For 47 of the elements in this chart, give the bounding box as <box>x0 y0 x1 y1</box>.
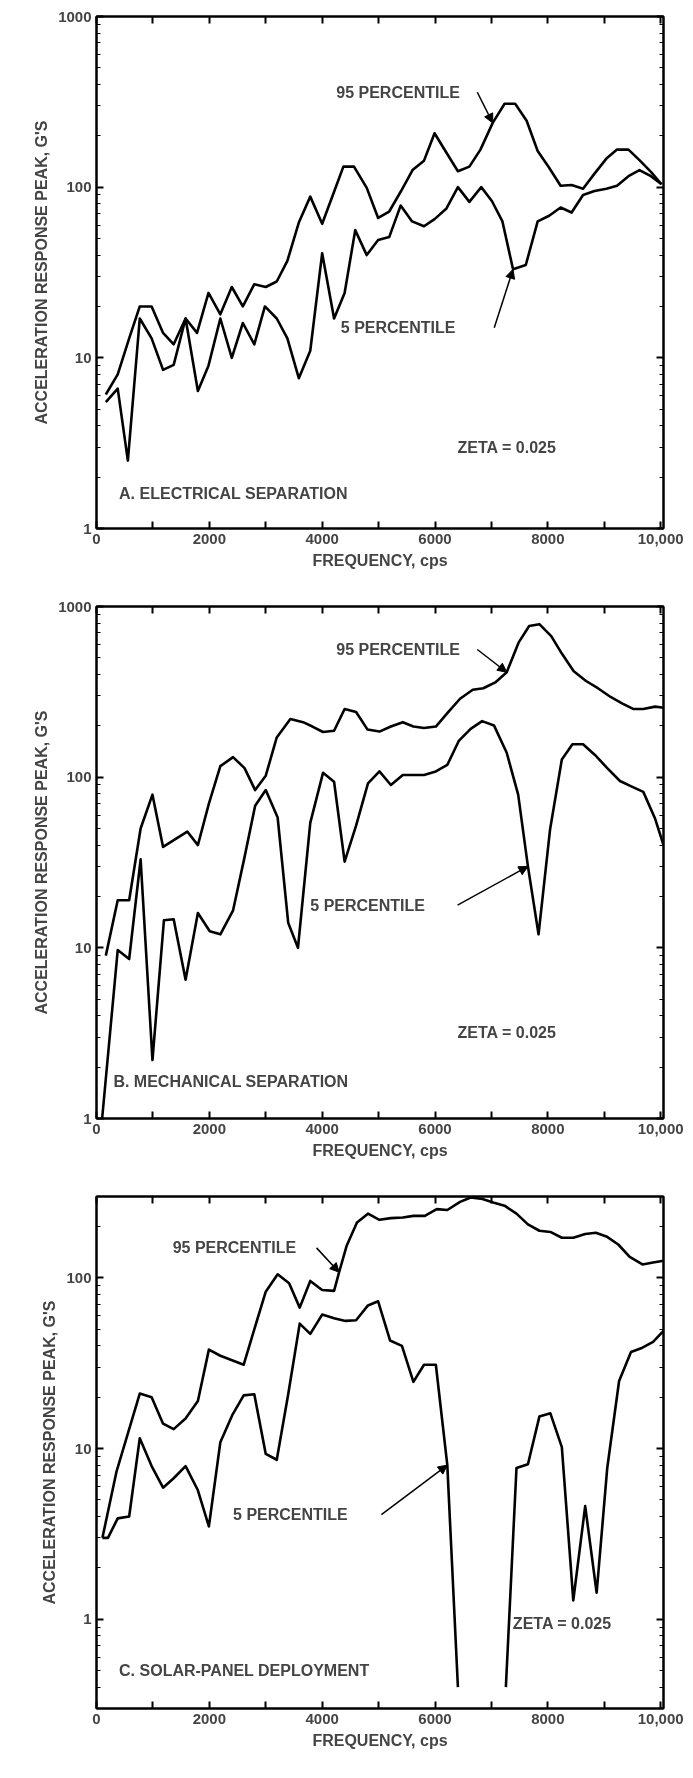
x-tick-label: 4000 <box>305 1119 339 1137</box>
x-tick-label: 0 <box>92 1119 101 1137</box>
x-tick-label: 6000 <box>418 1709 452 1727</box>
x-tick-label: 10,000 <box>637 529 684 547</box>
y-tick-label: 10 <box>74 1439 92 1457</box>
x-tick-label: 8000 <box>531 1119 565 1137</box>
y-tick-label: 100 <box>66 768 92 786</box>
x-tick-label: 6000 <box>418 529 452 547</box>
y-axis-title: ACCELERATION RESPONSE PEAK, G'S <box>41 1300 59 1605</box>
y-tick-label: 1000 <box>58 7 92 25</box>
annotation: ZETA = 0.025 <box>512 1614 612 1632</box>
y-tick-label: 1 <box>83 1610 92 1628</box>
x-tick-label: 2000 <box>192 529 227 547</box>
y-axis-title: ACCELERATION RESPONSE PEAK, G'S <box>33 710 51 1015</box>
series-label: 95 PERCENTILE <box>172 1239 297 1257</box>
x-tick-label: 4000 <box>305 1709 339 1727</box>
y-tick-label: 100 <box>66 1268 92 1286</box>
x-tick-label: 8000 <box>531 529 565 547</box>
series-label: 5 PERCENTILE <box>233 1506 349 1524</box>
series-label: 5 PERCENTILE <box>310 896 426 914</box>
x-tick-label: 4000 <box>305 529 339 547</box>
annotation: ZETA = 0.025 <box>457 1023 556 1041</box>
x-tick-label: 10,000 <box>637 1709 684 1727</box>
series-label: 5 PERCENTILE <box>340 319 456 337</box>
x-tick-label: 2000 <box>192 1709 227 1727</box>
text: 95 PERCENTILE <box>336 83 461 101</box>
x-tick-label: 2000 <box>192 1119 227 1137</box>
y-tick-label: 1 <box>83 1109 92 1127</box>
text: B. MECHANICAL SEPARATION <box>113 1072 349 1090</box>
x-tick-label: 0 <box>92 529 101 547</box>
y-tick-label: 100 <box>66 178 92 196</box>
y-tick-label: 1000 <box>58 597 92 615</box>
y-axis-title: ACCELERATION RESPONSE PEAK, G'S <box>33 120 51 425</box>
text: A. ELECTRICAL SEPARATION <box>119 485 348 503</box>
x-axis-title: FREQUENCY, cps <box>312 1731 448 1749</box>
x-tick-label: 0 <box>92 1709 101 1727</box>
x-tick-label: 8000 <box>531 1709 565 1727</box>
x-axis-title: FREQUENCY, cps <box>312 551 448 569</box>
x-tick-label: 6000 <box>418 1119 452 1137</box>
x-tick-label: 10,000 <box>637 1119 684 1137</box>
x-axis-title: FREQUENCY, cps <box>312 1141 448 1159</box>
annotation: ZETA = 0.025 <box>457 438 556 456</box>
text: 95 PERCENTILE <box>336 640 461 658</box>
y-tick-label: 10 <box>74 938 92 956</box>
text: C. SOLAR-PANEL DEPLOYMENT <box>119 1662 370 1680</box>
y-tick-label: 1 <box>83 519 92 537</box>
y-tick-label: 10 <box>74 348 92 366</box>
